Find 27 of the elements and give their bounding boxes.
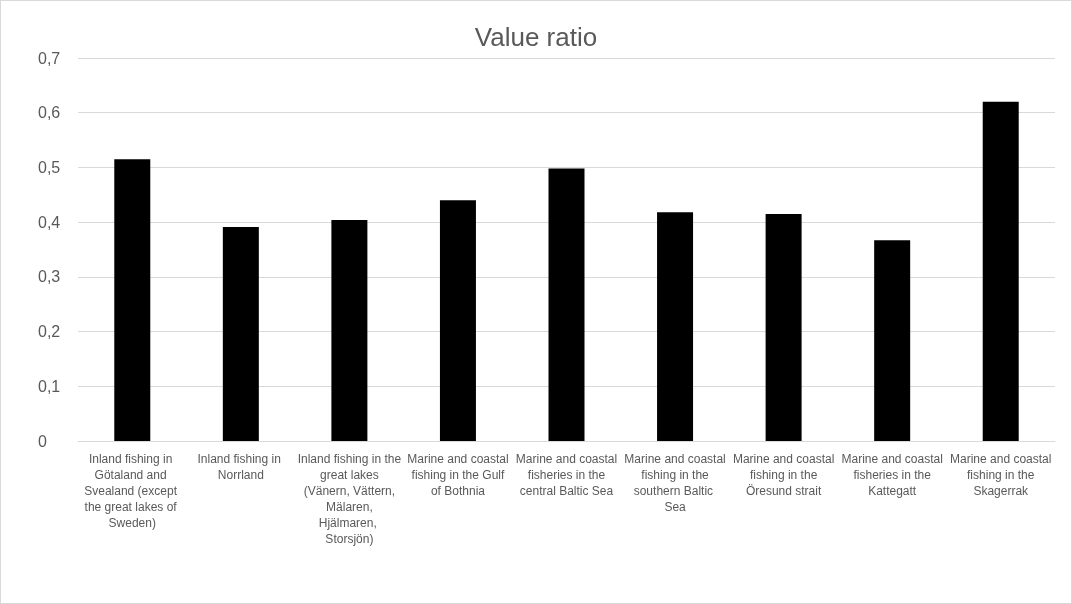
y-tick-label: 0,6 bbox=[38, 104, 61, 122]
chart-title: Value ratio bbox=[474, 22, 598, 52]
bar bbox=[439, 200, 476, 441]
bar bbox=[114, 159, 151, 441]
y-tick-label: 0,1 bbox=[38, 377, 61, 395]
bar bbox=[548, 168, 585, 441]
x-tick-label: Inland fishing in Norrland bbox=[197, 452, 285, 482]
x-tick-label: Inland fishing in the great lakes (Vänern, Vättern, Mälaren, Hjälmaren, Storsjön) bbox=[297, 452, 402, 546]
x-tick-label: Marine and coastal fisheries in the central Baltic Sea bbox=[515, 452, 618, 498]
bar bbox=[657, 212, 694, 441]
y-tick-label: 0 bbox=[38, 432, 47, 450]
y-tick-label: 0,5 bbox=[38, 158, 61, 176]
x-tick-label: Marine and coastal fisheries in the Kattegatt bbox=[841, 452, 943, 498]
x-tick-label: Marine and coastal fishing in the Skagerrak bbox=[950, 452, 1052, 498]
bar bbox=[874, 240, 911, 441]
bar bbox=[331, 219, 368, 441]
y-tick-label: 0,2 bbox=[38, 323, 61, 341]
y-tick-label: 0,7 bbox=[38, 49, 61, 67]
bar bbox=[222, 227, 259, 441]
x-tick-label: Inland fishing in Götaland and Svealand (except the great lakes of Sweden) bbox=[84, 452, 181, 530]
bar bbox=[982, 101, 1019, 441]
y-tick-label: 0,3 bbox=[38, 268, 61, 286]
x-tick-label: Marine and coastal fishing in the Öresund strait bbox=[732, 452, 835, 498]
y-tick-label: 0,4 bbox=[38, 213, 61, 231]
x-tick-label: Marine and coastal fishing in the southern Baltic Sea bbox=[624, 452, 726, 514]
x-tick-label: Marine and coastal fishing in the Gulf of Bothnia bbox=[407, 452, 509, 498]
bar bbox=[765, 213, 802, 441]
